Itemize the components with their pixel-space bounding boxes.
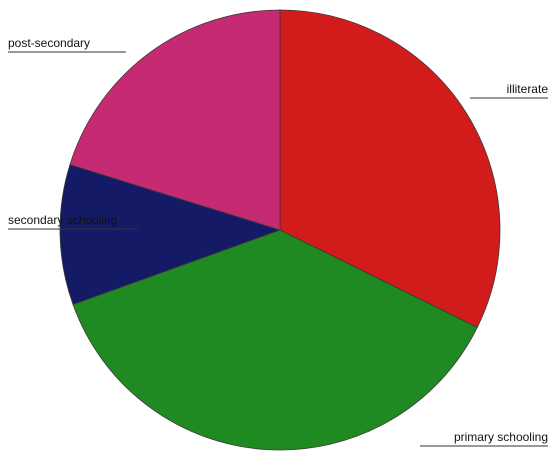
slice-label-illiterate: illiterate bbox=[507, 82, 549, 96]
pie-slices bbox=[59, 9, 501, 451]
pie-labels: illiterate primary schooling secondary sch… bbox=[8, 36, 549, 447]
pie-slice-post-secondary bbox=[69, 9, 281, 231]
slice-label-post-secondary: post-secondary bbox=[8, 36, 90, 50]
pie-slice-secondary-schooling bbox=[59, 164, 282, 306]
slice-label-primary-schooling: primary schooling bbox=[454, 430, 548, 444]
slice-label-secondary-schooling: secondary schooling bbox=[8, 213, 117, 227]
pie-slice-primary-schooling bbox=[72, 229, 478, 451]
pie-slice-illiterate bbox=[279, 9, 501, 328]
